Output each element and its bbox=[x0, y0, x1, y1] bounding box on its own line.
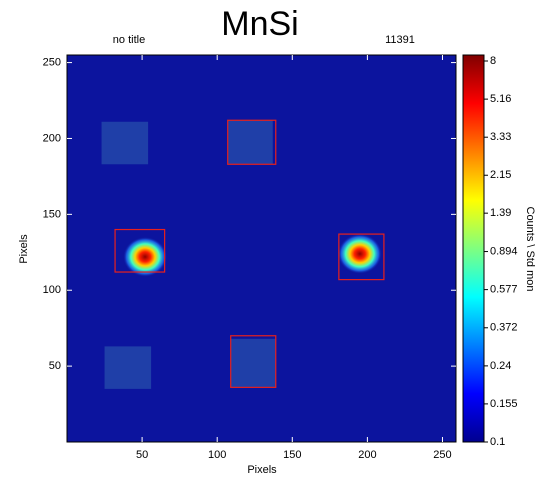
annotation: no title bbox=[113, 34, 145, 46]
chart-title: MnSi bbox=[221, 5, 298, 43]
plot-frame bbox=[66, 54, 457, 443]
x-tick-label: 200 bbox=[358, 449, 376, 461]
colorbar-tick-label: 5.16 bbox=[490, 93, 511, 105]
x-tick-label: 100 bbox=[208, 449, 226, 461]
colorbar-tick-label: 3.33 bbox=[490, 131, 511, 143]
x-tick-label: 50 bbox=[136, 449, 148, 461]
colorbar-tick-label: 0.577 bbox=[490, 284, 518, 296]
colorbar-tick-label: 2.15 bbox=[490, 169, 511, 181]
y-tick-label: 250 bbox=[43, 56, 61, 68]
colorbar-tick-label: 0.372 bbox=[490, 322, 518, 334]
colorbar-tick-label: 0.1 bbox=[490, 436, 505, 448]
colorbar-tick-label: 8 bbox=[490, 55, 496, 67]
y-tick-label: 50 bbox=[49, 360, 61, 372]
roi-box bbox=[338, 233, 385, 281]
colorbar-tick-label: 0.155 bbox=[490, 398, 518, 410]
colorbar-tick-label: 0.24 bbox=[490, 360, 511, 372]
mask bbox=[227, 120, 273, 165]
y-tick-label: 150 bbox=[43, 208, 61, 220]
peak bbox=[337, 233, 382, 274]
x-axis-label: Pixels bbox=[247, 464, 277, 476]
colorbar-tick-label: 1.39 bbox=[490, 207, 511, 219]
colorbar-label: Counts \ Std mon bbox=[524, 207, 536, 292]
colorbar-tick-label: 0.894 bbox=[490, 245, 518, 257]
annotation: 11391 bbox=[385, 34, 415, 46]
mask bbox=[101, 121, 149, 165]
y-tick-label: 100 bbox=[43, 284, 61, 296]
roi-box bbox=[227, 119, 277, 165]
colorbar bbox=[462, 54, 485, 443]
x-tick-label: 150 bbox=[283, 449, 301, 461]
mask bbox=[104, 346, 152, 389]
y-tick-label: 200 bbox=[43, 132, 61, 144]
y-axis-label: Pixels bbox=[18, 234, 30, 264]
roi-box bbox=[114, 228, 166, 273]
peak bbox=[123, 236, 168, 277]
x-tick-label: 250 bbox=[433, 449, 451, 461]
roi-box bbox=[230, 335, 277, 388]
mask bbox=[230, 338, 276, 388]
